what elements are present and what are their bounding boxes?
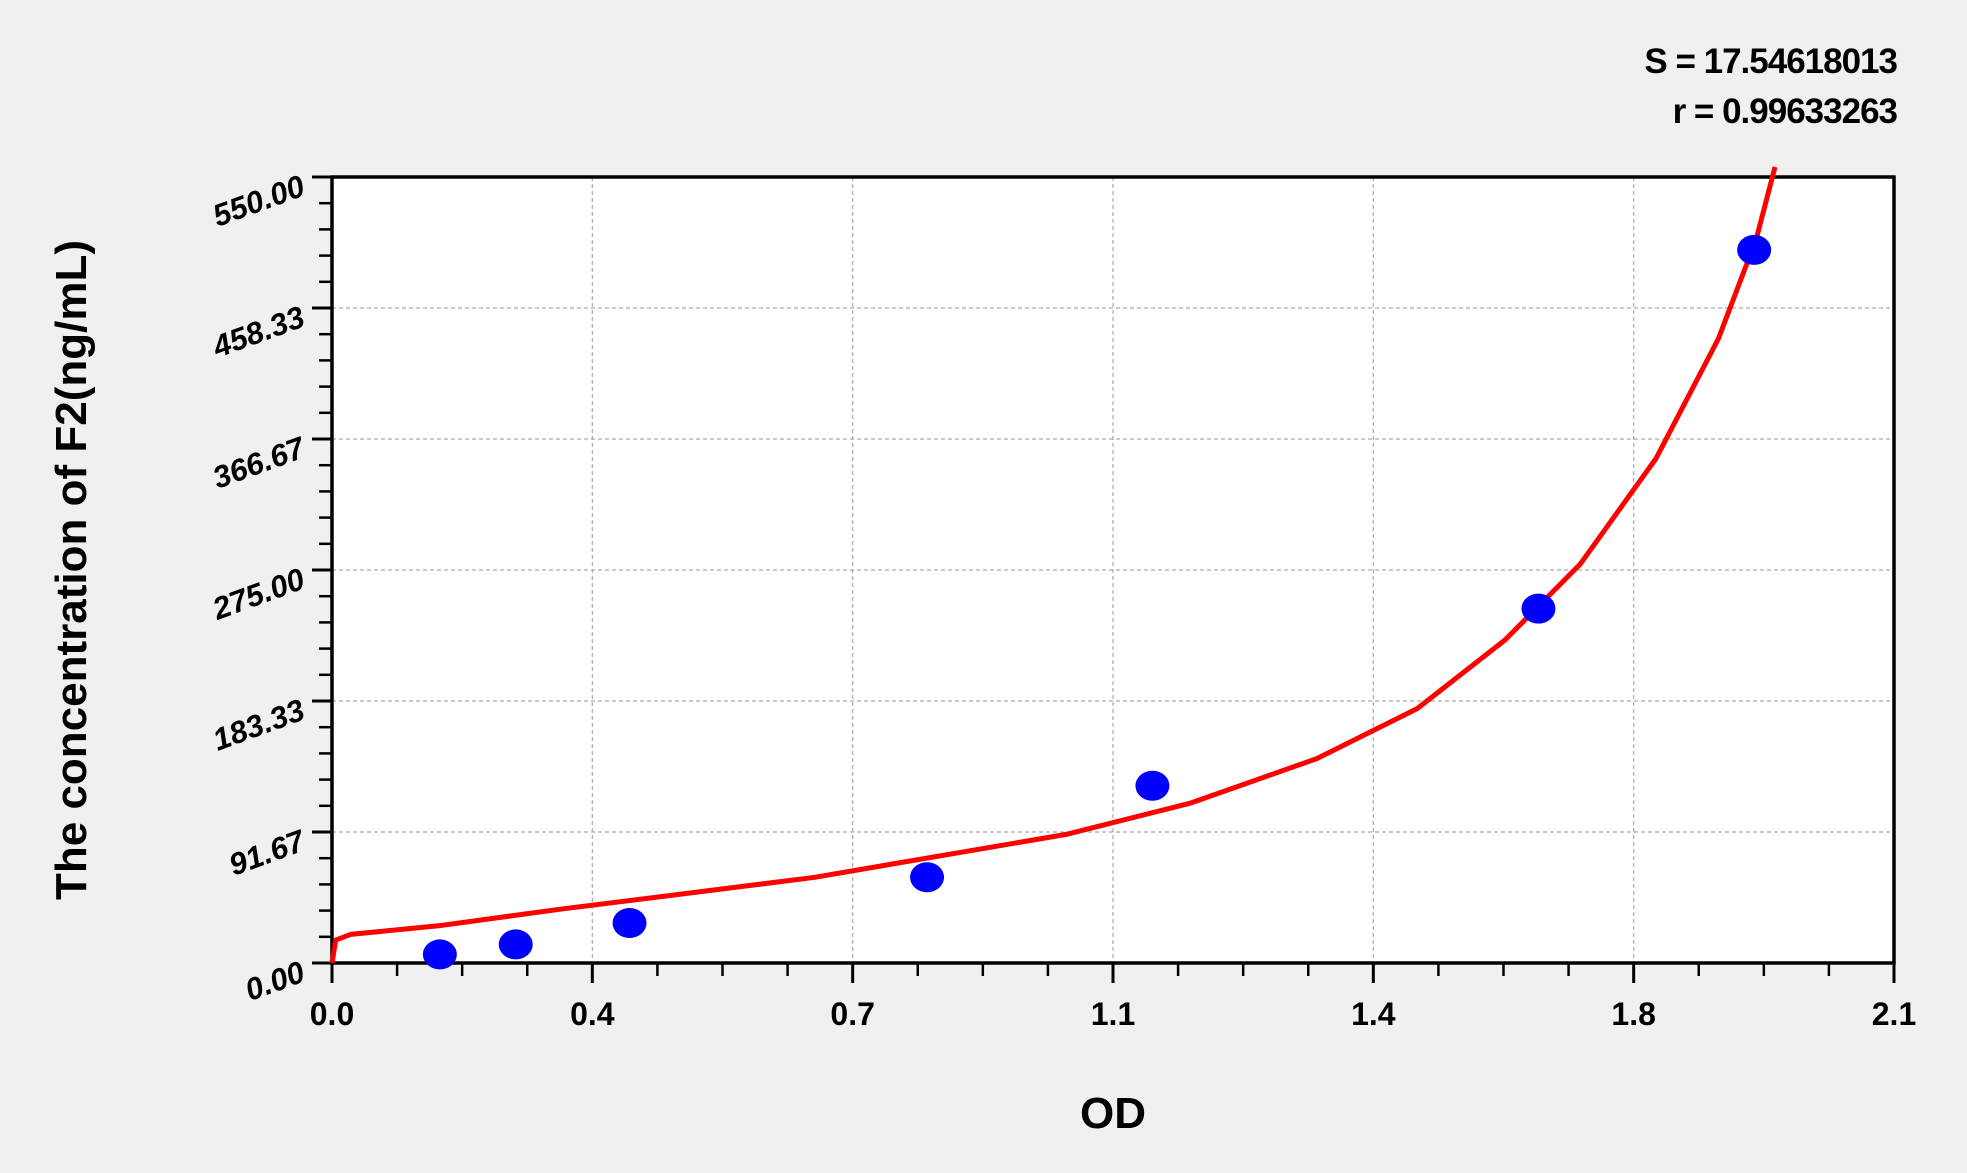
y-tick-label: 458.33 bbox=[207, 299, 309, 365]
y-tick-label: 0.00 bbox=[240, 954, 309, 1008]
y-tick-label: 366.67 bbox=[208, 430, 311, 496]
data-point bbox=[1521, 593, 1556, 624]
x-tick-label: 0.4 bbox=[570, 996, 615, 1032]
y-tick-label: 275.00 bbox=[207, 561, 309, 627]
data-point bbox=[422, 939, 457, 970]
x-tick-label: 1.4 bbox=[1351, 996, 1396, 1032]
y-tick-label: 183.33 bbox=[208, 692, 309, 757]
plot-border bbox=[330, 175, 1896, 965]
data-point bbox=[1135, 770, 1170, 801]
s-statistic: S = 17.54618013 bbox=[1644, 42, 1898, 81]
x-tick-label: 2.1 bbox=[1872, 996, 1916, 1032]
x-tick-label: 1.1 bbox=[1091, 996, 1135, 1032]
y-tick-label: 91.67 bbox=[224, 823, 311, 883]
x-tick-label: 1.8 bbox=[1611, 996, 1655, 1032]
y-axis-label: The concentration of F2(ng/mL) bbox=[47, 240, 96, 900]
x-axis-label: OD bbox=[1080, 1089, 1146, 1138]
r-statistic: r = 0.99633263 bbox=[1672, 92, 1898, 131]
x-tick-label: 0.0 bbox=[310, 996, 354, 1032]
data-point bbox=[612, 907, 647, 938]
data-point bbox=[498, 929, 533, 960]
fit-curve bbox=[329, 166, 1778, 964]
data-point bbox=[910, 862, 945, 893]
y-tick-label: 550.00 bbox=[208, 168, 309, 233]
data-point bbox=[1737, 234, 1772, 265]
x-tick-label: 0.7 bbox=[830, 996, 874, 1032]
